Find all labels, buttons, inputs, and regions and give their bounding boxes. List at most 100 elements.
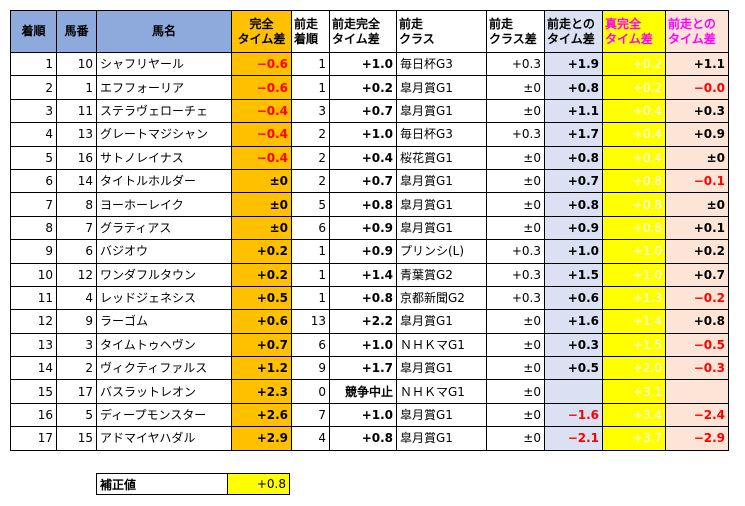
table-row: 14 2 ヴィクティファルス +1.2 9 +1.7 皐月賞G1 ±0 +0.5 +2.0 −0.3	[10, 356, 729, 381]
cell-true-time: +0.8	[602, 168, 666, 194]
cell-prev-rank: 6	[291, 215, 330, 241]
cell-prev-time: +2.2	[329, 309, 397, 334]
cell-true-diff: +0.8	[665, 309, 729, 334]
time-diff-line2: タイム差	[237, 31, 286, 46]
cell-diff-prev: +0.8	[544, 145, 603, 170]
cell-time-diff: −0.4	[231, 122, 292, 147]
table-row: 3 11 ステラヴェローチェ −0.4 3 +0.7 皐月賞G1 ±0 +1.1 +0.4 +0.3	[10, 98, 729, 124]
cell-number: 12	[56, 262, 97, 287]
cell-true-diff: −0.3	[665, 356, 729, 381]
cell-number: 3	[56, 332, 97, 358]
adjustment-table: 補正値 +0.8	[96, 473, 290, 495]
col-header-rank: 着順	[10, 10, 57, 53]
cell-diff-prev: +1.6	[544, 309, 603, 334]
col-header-true-time: 真完全 タイム差	[602, 10, 666, 53]
class-diff-line2: クラス差	[489, 31, 537, 46]
cell-diff-prev: +1.7	[544, 122, 603, 147]
cell-prev-time: +0.2	[329, 75, 397, 100]
cell-true-diff: −2.9	[665, 426, 729, 451]
cell-rank: 4	[10, 122, 57, 147]
cell-diff-prev: +0.6	[544, 285, 603, 311]
cell-prev-class: 皐月賞G1	[396, 168, 487, 194]
cell-true-time: +0.8	[602, 215, 666, 241]
cell-true-time: +0.4	[602, 122, 666, 147]
table-row: 16 5 ディープモンスター +2.6 7 +1.0 皐月賞G1 ±0 −1.6 +3.4 −2.4	[10, 402, 729, 428]
col-header-name: 馬名	[96, 10, 232, 53]
cell-horse-name: タイムトゥヘヴン	[96, 332, 232, 358]
cell-rank: 12	[10, 309, 57, 334]
cell-prev-class: プリンシ(L)	[396, 239, 487, 264]
cell-time-diff: −0.4	[231, 98, 292, 124]
cell-prev-class: 青葉賞G2	[396, 262, 487, 287]
cell-horse-name: バジオウ	[96, 239, 232, 264]
cell-horse-name: ヨーホーレイク	[96, 192, 232, 217]
cell-prev-rank: 1	[291, 51, 330, 77]
cell-prev-class: ＮＨＫマG1	[396, 379, 487, 404]
cell-horse-name: ディープモンスター	[96, 402, 232, 428]
cell-time-diff: ±0	[231, 215, 292, 241]
cell-true-time: +0.2	[602, 51, 666, 77]
true-diff-line1: 前走との	[668, 16, 716, 31]
table-row: 7 8 ヨーホーレイク ±0 5 +0.8 皐月賞G1 ±0 +0.8 +0.8 ±0	[10, 192, 729, 217]
cell-time-diff: +2.9	[231, 426, 292, 451]
cell-rank: 13	[10, 332, 57, 358]
table-row: 2 1 エフフォーリア −0.6 1 +0.2 皐月賞G1 ±0 +0.8 +0.2 −0.0	[10, 75, 729, 100]
col-header-prev-class: 前走 クラス	[396, 10, 487, 53]
cell-rank: 17	[10, 426, 57, 451]
cell-prev-time: +1.4	[329, 262, 397, 287]
cell-prev-class: 桜花賞G1	[396, 145, 487, 170]
cell-diff-prev: +1.9	[544, 51, 603, 77]
cell-class-diff: ±0	[486, 402, 545, 428]
adjustment-value: +0.8	[227, 473, 290, 495]
col-header-number: 馬番	[56, 10, 97, 53]
cell-horse-name: サトノレイナス	[96, 145, 232, 170]
table-row: 11 4 レッドジェネシス +0.5 1 +0.8 京都新聞G2 +0.3 +0.6 +1.3 −0…	[10, 285, 729, 311]
cell-number: 10	[56, 51, 97, 77]
cell-prev-time: +0.7	[329, 98, 397, 124]
cell-prev-rank: 4	[291, 426, 330, 451]
cell-true-diff: −0.5	[665, 332, 729, 358]
cell-diff-prev: −1.6	[544, 402, 603, 428]
table-row: 4 13 グレートマジシャン −0.4 2 +1.0 毎日杯G3 +0.3 +1.7 +0.4 +0…	[10, 122, 729, 147]
cell-diff-prev: +1.1	[544, 98, 603, 124]
cell-true-time: +0.4	[602, 98, 666, 124]
cell-prev-time: 競争中止	[329, 379, 397, 404]
cell-time-diff: −0.6	[231, 51, 292, 77]
cell-number: 5	[56, 402, 97, 428]
cell-horse-name: ヴィクティファルス	[96, 356, 232, 381]
cell-diff-prev: +0.8	[544, 75, 603, 100]
cell-prev-class: 皐月賞G1	[396, 192, 487, 217]
cell-prev-rank: 2	[291, 168, 330, 194]
prev-time-line1: 前走完全	[332, 16, 381, 31]
cell-number: 17	[56, 379, 97, 404]
cell-class-diff: ±0	[486, 215, 545, 241]
cell-true-diff: +0.1	[665, 215, 729, 241]
cell-prev-time: +1.0	[329, 51, 397, 77]
cell-true-diff: +0.7	[665, 262, 729, 287]
cell-prev-class: 皐月賞G1	[396, 426, 487, 451]
cell-rank: 11	[10, 285, 57, 311]
adjustment-label: 補正値	[96, 473, 228, 495]
cell-time-diff: −0.4	[231, 145, 292, 170]
cell-prev-rank: 5	[291, 192, 330, 217]
cell-true-time: +1.0	[602, 239, 666, 264]
cell-true-diff: ±0	[665, 192, 729, 217]
cell-number: 8	[56, 192, 97, 217]
prev-rank-line2: 着順	[294, 31, 319, 46]
cell-class-diff: +0.3	[486, 239, 545, 264]
cell-horse-name: グレートマジシャン	[96, 122, 232, 147]
cell-true-time: +1.5	[602, 332, 666, 358]
cell-true-time: +0.8	[602, 192, 666, 217]
table-row: 1 10 シャフリヤール −0.6 1 +1.0 毎日杯G3 +0.3 +1.9 +0.2 +1.1	[10, 51, 729, 77]
table-row: 17 15 アドマイヤハダル +2.9 4 +0.8 皐月賞G1 ±0 −2.1 +3.7 −2.9	[10, 426, 729, 451]
cell-prev-class: 皐月賞G1	[396, 402, 487, 428]
cell-class-diff: +0.3	[486, 262, 545, 287]
cell-prev-time: +1.0	[329, 122, 397, 147]
cell-rank: 2	[10, 75, 57, 100]
cell-true-time: +2.0	[602, 356, 666, 381]
cell-horse-name: アドマイヤハダル	[96, 426, 232, 451]
table-row: 6 14 タイトルホルダー ±0 2 +0.7 皐月賞G1 ±0 +0.7 +0.8 −0.1	[10, 168, 729, 194]
adjustment-row: 補正値 +0.8	[96, 473, 290, 495]
cell-prev-rank: 2	[291, 122, 330, 147]
cell-prev-class: ＮＨＫマG1	[396, 332, 487, 358]
